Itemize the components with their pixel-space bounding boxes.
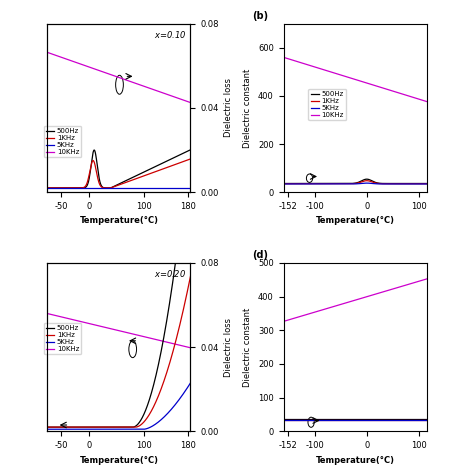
X-axis label: Temperature(°C): Temperature(°C) xyxy=(80,217,158,226)
Text: (d): (d) xyxy=(252,250,268,260)
Y-axis label: Dielectric constant: Dielectric constant xyxy=(243,68,252,147)
X-axis label: Temperature(°C): Temperature(°C) xyxy=(80,456,158,465)
Legend: 500Hz, 1KHz, 5KHz, 10KHz: 500Hz, 1KHz, 5KHz, 10KHz xyxy=(309,89,346,120)
Legend: 500Hz, 1KHz, 5KHz, 10KHz: 500Hz, 1KHz, 5KHz, 10KHz xyxy=(44,126,82,157)
Legend: 500Hz, 1KHz, 5KHz, 10KHz: 500Hz, 1KHz, 5KHz, 10KHz xyxy=(44,323,82,355)
X-axis label: Temperature(°C): Temperature(°C) xyxy=(316,456,394,465)
Y-axis label: Dielectric loss: Dielectric loss xyxy=(224,318,233,377)
Y-axis label: Dielectric loss: Dielectric loss xyxy=(224,78,233,137)
Text: $x$=0.20: $x$=0.20 xyxy=(154,268,186,279)
Text: $x$=0.10: $x$=0.10 xyxy=(154,29,186,40)
Y-axis label: Dielectric constant: Dielectric constant xyxy=(243,308,252,387)
X-axis label: Temperature(°C): Temperature(°C) xyxy=(316,217,394,226)
Text: (b): (b) xyxy=(252,10,268,21)
